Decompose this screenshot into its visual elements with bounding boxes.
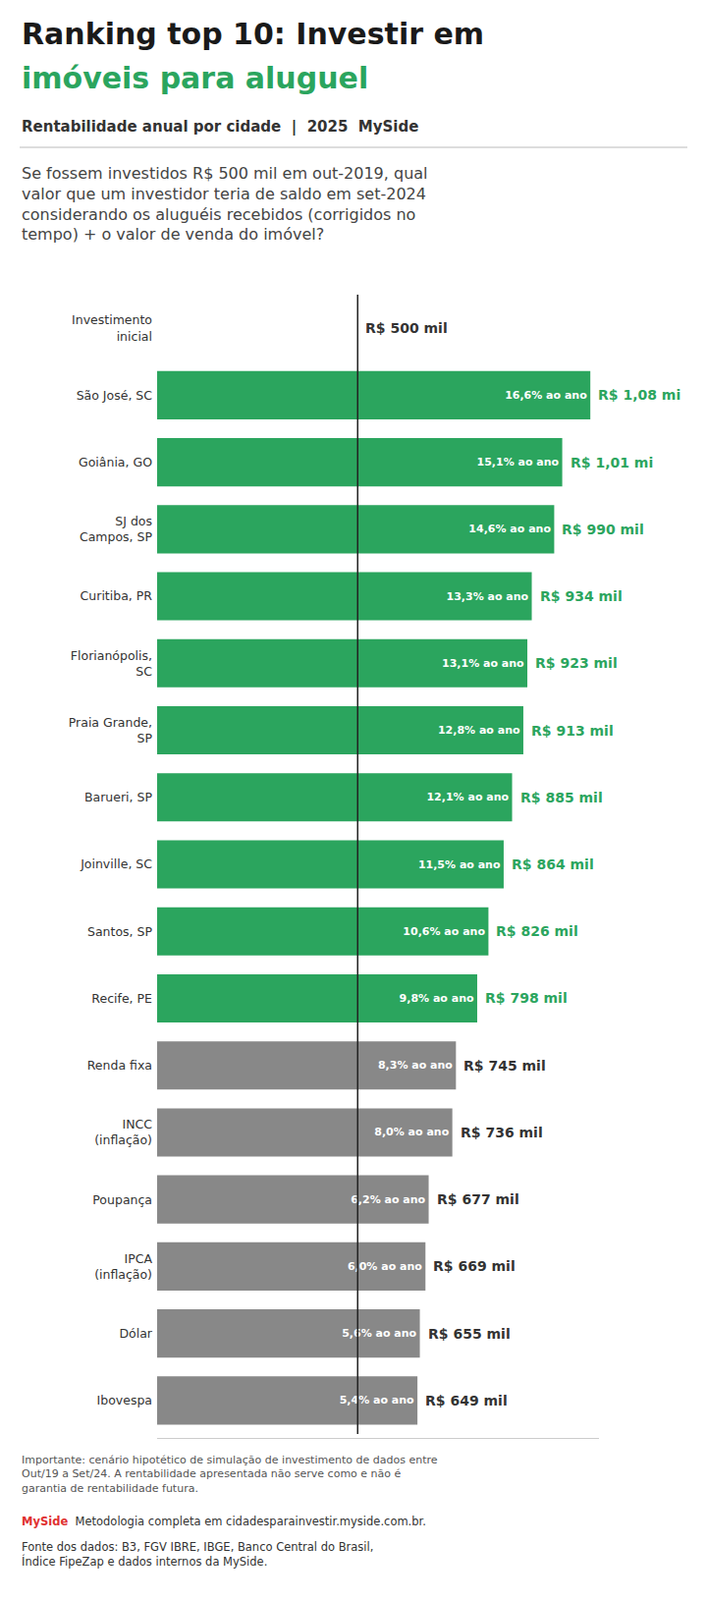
svg-text:R$ 1,08 mi: R$ 1,08 mi	[598, 386, 681, 403]
svg-text:R$ 826 mil: R$ 826 mil	[495, 923, 579, 939]
svg-text:5,6% ao ano: 5,6% ao ano	[341, 1326, 417, 1340]
svg-text:R$ 736 mil: R$ 736 mil	[460, 1124, 544, 1141]
svg-text:INCC(inflação): INCC(inflação)	[94, 1116, 153, 1147]
svg-text:Importante: cenário hipotético: Importante: cenário hipotético de simula…	[21, 1453, 438, 1495]
svg-text:Barueri, SP: Barueri, SP	[84, 789, 153, 805]
svg-text:16,6% ao ano: 16,6% ao ano	[504, 388, 588, 402]
svg-text:Rentabilidade anual por cidade: Rentabilidade anual por cidade | 2025 My…	[21, 117, 419, 137]
svg-text:IPCA(inflação): IPCA(inflação)	[94, 1250, 153, 1282]
svg-text:R$ 669 mil: R$ 669 mil	[433, 1257, 516, 1274]
svg-text:15,1% ao ano: 15,1% ao ano	[477, 455, 560, 469]
svg-text:8,3% ao ano: 8,3% ao ano	[378, 1058, 453, 1072]
svg-text:R$ 677 mil: R$ 677 mil	[436, 1191, 520, 1207]
svg-text:10,6% ao ano: 10,6% ao ano	[402, 924, 486, 938]
svg-text:R$ 864 mil: R$ 864 mil	[511, 856, 595, 872]
svg-text:13,3% ao ano: 13,3% ao ano	[445, 590, 529, 603]
svg-text:Curitiba, PR: Curitiba, PR	[80, 588, 154, 603]
svg-text:5,4% ao ano: 5,4% ao ano	[339, 1393, 415, 1407]
svg-text:R$ 500 mil: R$ 500 mil	[365, 320, 448, 336]
svg-text:Ranking top 10: Investir em: Ranking top 10: Investir em	[21, 16, 485, 52]
svg-text:Santos, SP: Santos, SP	[87, 924, 153, 939]
svg-text:Joinville, SC: Joinville, SC	[79, 856, 153, 871]
svg-text:São José, SC: São José, SC	[76, 387, 154, 403]
svg-text:8,0% ao ano: 8,0% ao ano	[374, 1125, 449, 1139]
svg-text:R$ 990 mil: R$ 990 mil	[561, 521, 645, 538]
svg-text:SJ dosCampos, SP: SJ dosCampos, SP	[79, 513, 154, 544]
svg-text:12,1% ao ano: 12,1% ao ano	[426, 790, 509, 804]
svg-text:R$ 649 mil: R$ 649 mil	[425, 1392, 508, 1409]
svg-text:Fonte dos dados: B3, FGV IBRE,: Fonte dos dados: B3, FGV IBRE, IBGE, Ban…	[21, 1539, 374, 1569]
svg-text:Poupança: Poupança	[92, 1192, 153, 1207]
svg-text:Renda fixa: Renda fixa	[87, 1057, 153, 1073]
svg-text:9,8% ao ano: 9,8% ao ano	[399, 991, 475, 1005]
svg-text:11,5% ao ano: 11,5% ao ano	[418, 858, 501, 871]
svg-text:Ibovespa: Ibovespa	[97, 1392, 153, 1408]
svg-text:Recife, PE: Recife, PE	[91, 990, 153, 1006]
svg-text:imóveis para aluguel: imóveis para aluguel	[21, 60, 369, 96]
svg-text:12,8% ao ano: 12,8% ao ano	[437, 723, 521, 737]
svg-text:13,1% ao ano: 13,1% ao ano	[441, 656, 525, 670]
svg-text:6,2% ao ano: 6,2% ao ano	[350, 1193, 426, 1206]
svg-text:Goiânia, GO: Goiânia, GO	[78, 454, 153, 470]
svg-text:R$ 745 mil: R$ 745 mil	[463, 1057, 546, 1074]
svg-text:R$ 1,01 mi: R$ 1,01 mi	[570, 454, 653, 471]
svg-text:MySide Metodologia completa e: MySide Metodologia completa em cidadespa…	[21, 1514, 427, 1528]
svg-text:R$ 913 mil: R$ 913 mil	[531, 722, 614, 739]
svg-text:R$ 798 mil: R$ 798 mil	[485, 989, 568, 1006]
svg-text:Investimentoinicial: Investimentoinicial	[71, 312, 153, 343]
svg-text:6,0% ao ano: 6,0% ao ano	[347, 1259, 423, 1273]
svg-text:Dólar: Dólar	[118, 1325, 153, 1341]
svg-text:Se fossem investidos R$ 500 mi: Se fossem investidos R$ 500 mil em out-2…	[21, 163, 429, 244]
svg-text:Praia Grande,SP: Praia Grande,SP	[68, 714, 154, 746]
svg-text:R$ 655 mil: R$ 655 mil	[428, 1325, 511, 1342]
svg-text:R$ 934 mil: R$ 934 mil	[540, 588, 623, 604]
svg-text:14,6% ao ano: 14,6% ao ano	[468, 522, 551, 536]
svg-text:R$ 885 mil: R$ 885 mil	[520, 789, 603, 806]
svg-text:R$ 923 mil: R$ 923 mil	[535, 654, 618, 671]
svg-text:Florianópolis,SC: Florianópolis,SC	[70, 648, 153, 679]
